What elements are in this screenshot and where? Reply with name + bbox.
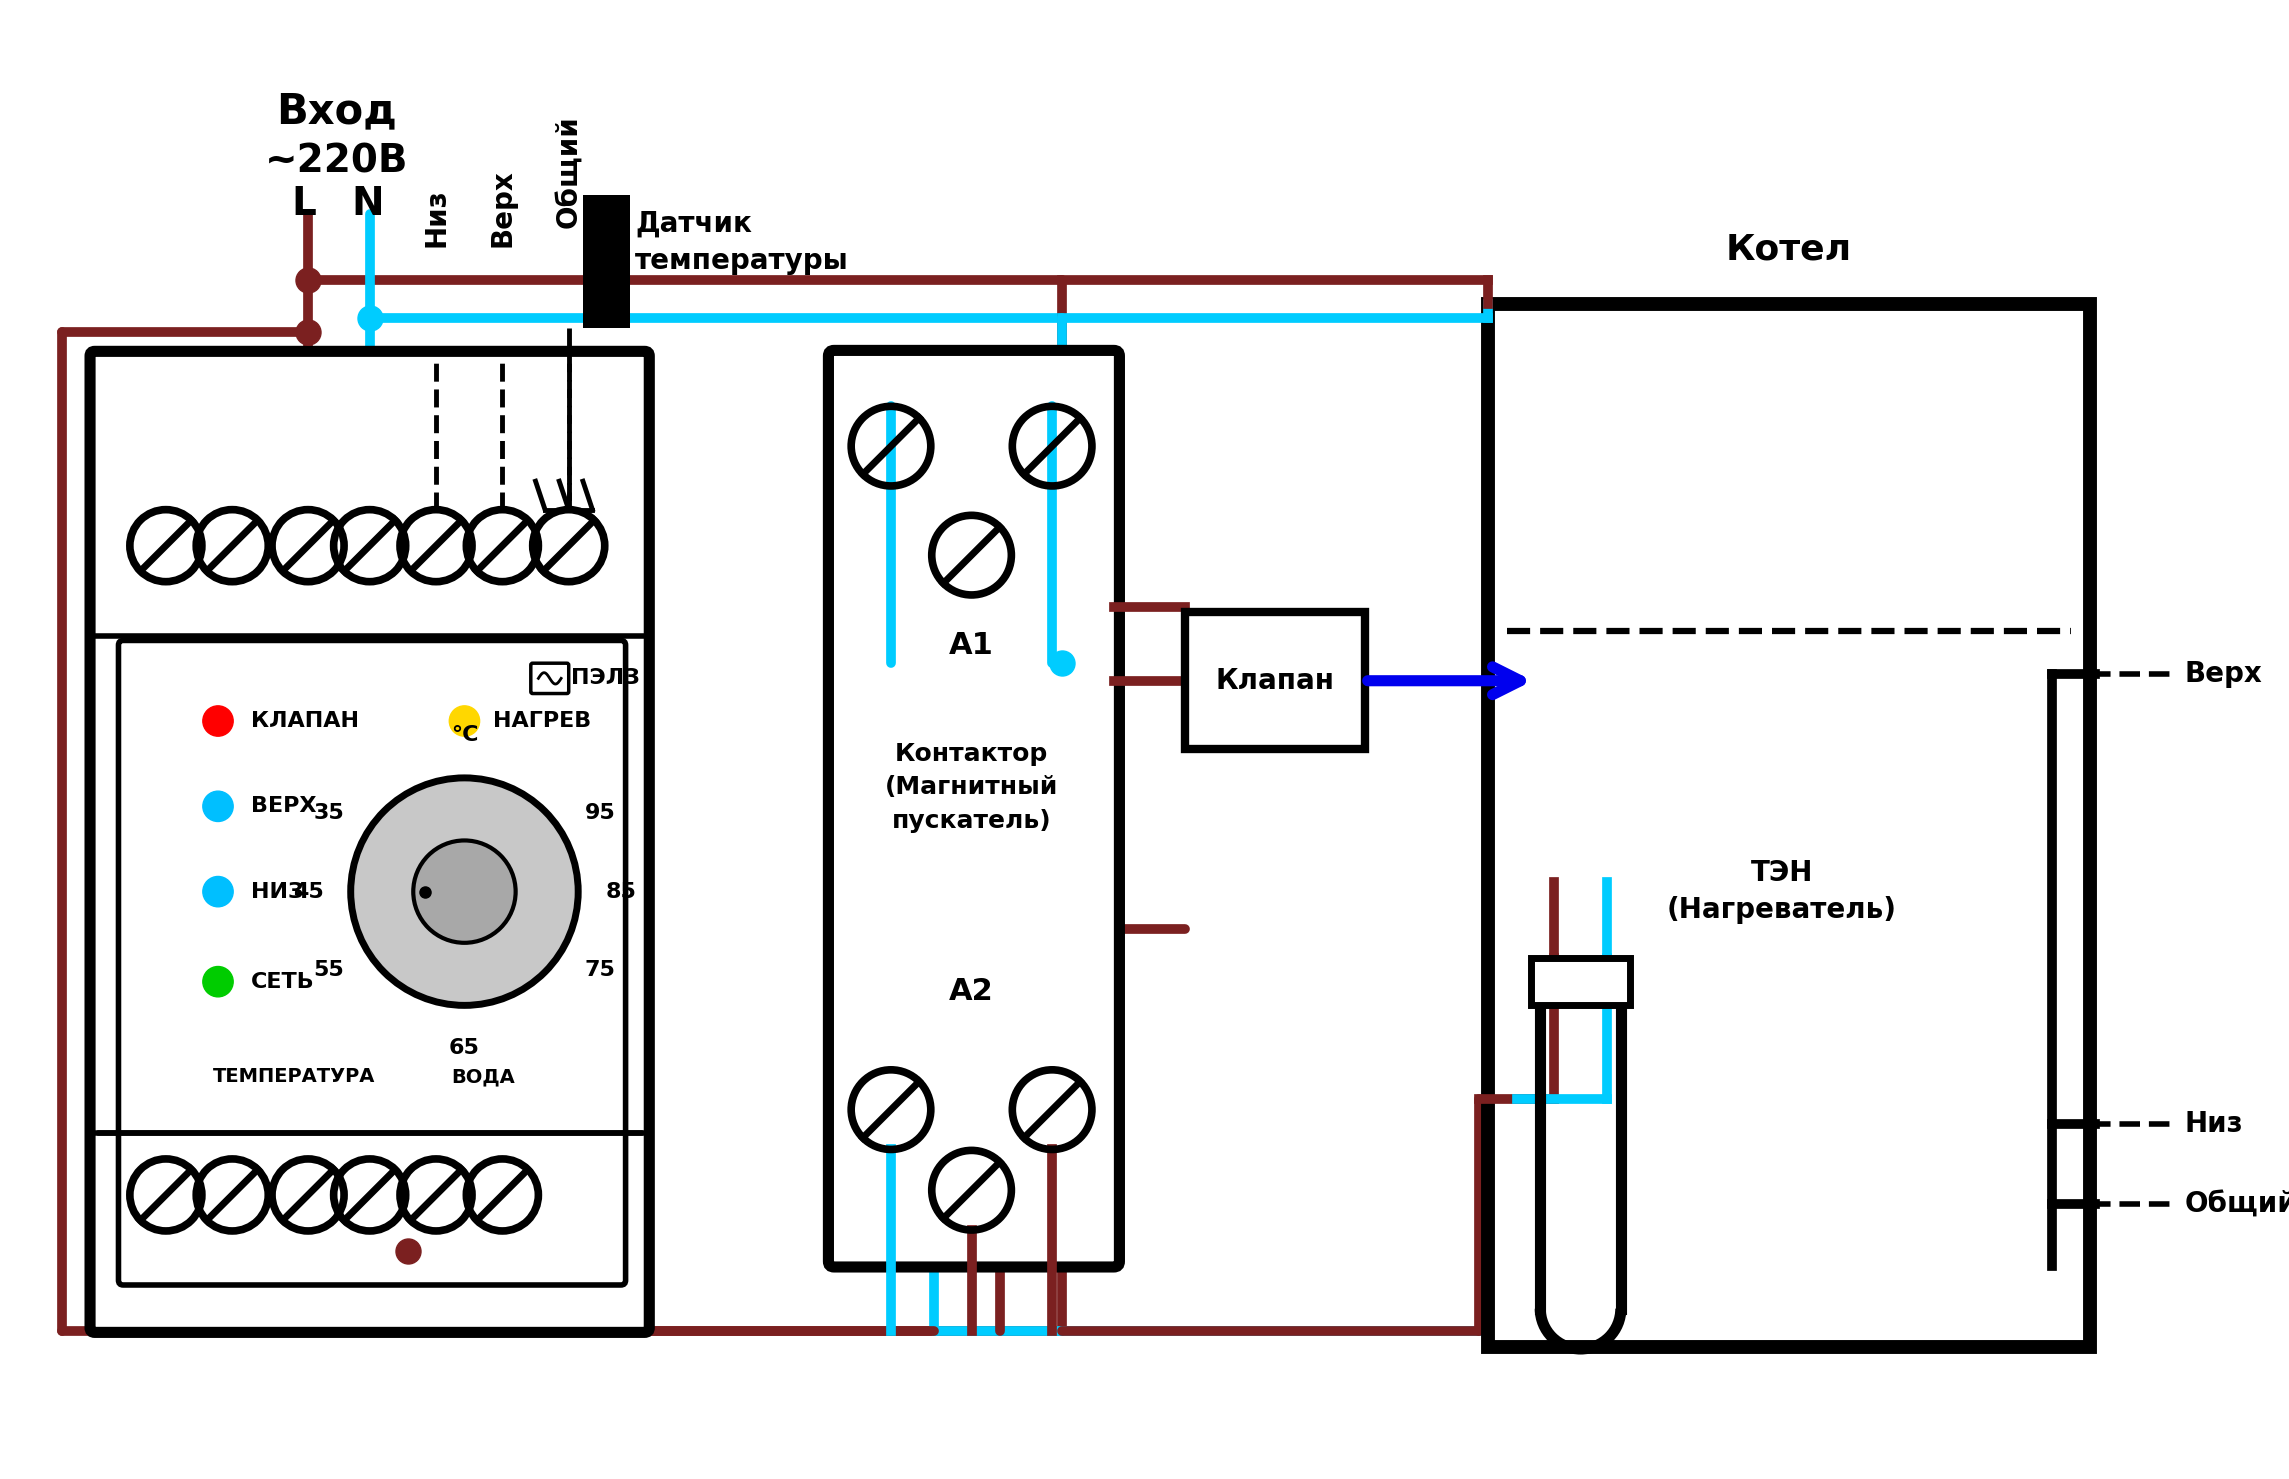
Bar [584, 195, 629, 328]
Text: Низ: Низ [2184, 1109, 2243, 1137]
Text: L: L [291, 185, 316, 223]
Text: ВОДА: ВОДА [451, 1066, 515, 1086]
Text: Общий: Общий [554, 115, 584, 228]
Text: Контактор
(Магнитный
пускатель): Контактор (Магнитный пускатель) [886, 742, 1058, 833]
Text: Датчик
температуры: Датчик температуры [634, 210, 849, 275]
FancyBboxPatch shape [829, 351, 1119, 1268]
FancyBboxPatch shape [119, 640, 625, 1285]
Text: 75: 75 [584, 960, 616, 979]
Text: A1: A1 [950, 630, 993, 660]
Text: НИЗ: НИЗ [252, 881, 304, 902]
Text: Клапан: Клапан [1215, 667, 1334, 695]
Text: 65: 65 [449, 1038, 481, 1057]
Text: 35: 35 [314, 803, 343, 824]
Text: 95: 95 [584, 803, 616, 824]
Circle shape [204, 791, 233, 821]
Text: ~220В: ~220В [266, 143, 407, 180]
Bar [1531, 958, 1630, 1006]
Text: Верх: Верх [488, 169, 517, 247]
Bar [1488, 305, 2090, 1346]
Circle shape [204, 705, 233, 737]
Text: N: N [353, 185, 385, 223]
Text: СЕТЬ: СЕТЬ [252, 972, 316, 992]
Text: 45: 45 [293, 881, 323, 902]
Text: ВЕРХ: ВЕРХ [252, 796, 316, 816]
Text: Общий: Общий [2184, 1191, 2289, 1219]
Text: КЛАПАН: КЛАПАН [252, 711, 359, 731]
Text: ПЭЛЗ: ПЭЛЗ [570, 669, 639, 688]
Text: A2: A2 [950, 976, 993, 1006]
Bar [1186, 612, 1364, 750]
FancyBboxPatch shape [89, 352, 650, 1333]
Text: Вход: Вход [277, 90, 396, 133]
Circle shape [350, 778, 579, 1006]
Text: Котел: Котел [1726, 232, 1852, 266]
Text: Верх: Верх [2184, 660, 2262, 688]
Text: Низ: Низ [421, 188, 451, 247]
Text: °C: °C [451, 725, 478, 745]
Text: ТЕМПЕРАТУРА: ТЕМПЕРАТУРА [213, 1066, 375, 1086]
Text: НАГРЕВ: НАГРЕВ [492, 711, 591, 731]
Circle shape [204, 966, 233, 997]
Text: 85: 85 [604, 881, 636, 902]
FancyBboxPatch shape [531, 663, 568, 694]
Circle shape [204, 877, 233, 907]
Text: ТЭН
(Нагреватель): ТЭН (Нагреватель) [1666, 859, 1898, 924]
Text: 55: 55 [314, 960, 343, 979]
Circle shape [414, 840, 515, 942]
Circle shape [449, 705, 481, 737]
